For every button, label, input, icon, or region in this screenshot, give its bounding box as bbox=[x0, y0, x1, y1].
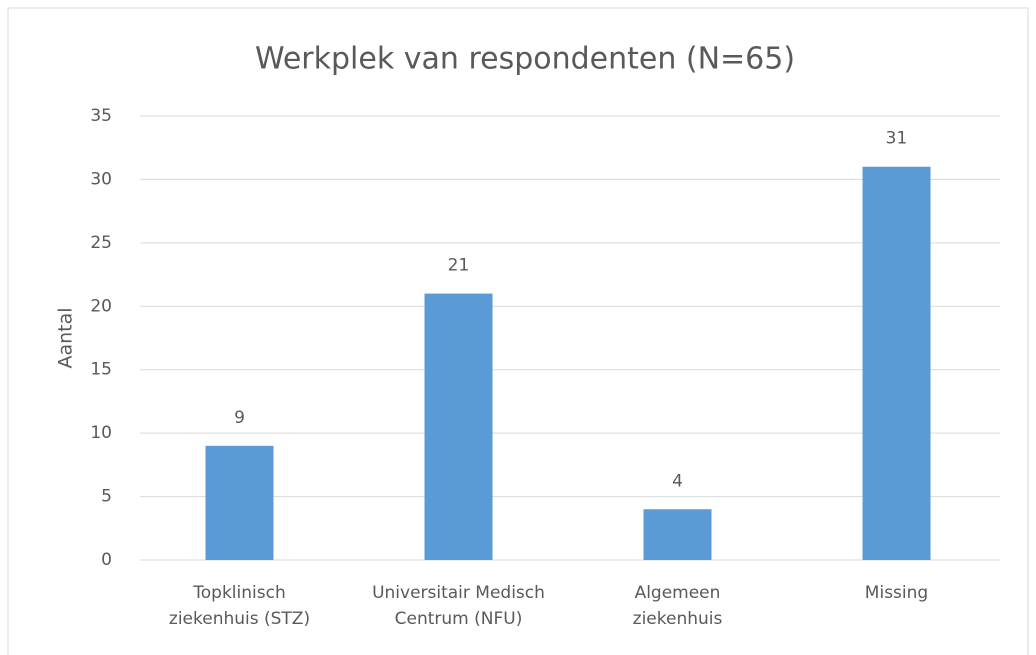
data-label: 21 bbox=[448, 256, 470, 276]
y-tick-label: 35 bbox=[90, 106, 112, 126]
y-tick-label: 20 bbox=[90, 296, 112, 316]
bar bbox=[862, 166, 931, 560]
y-axis-label: Aantal bbox=[55, 307, 77, 368]
chart-title: Werkplek van respondenten (N=65) bbox=[255, 42, 795, 77]
y-tick-label: 10 bbox=[90, 423, 112, 443]
y-tick-label: 25 bbox=[90, 233, 112, 253]
data-label: 31 bbox=[886, 129, 908, 149]
y-tick-label: 30 bbox=[90, 169, 112, 189]
bar bbox=[205, 445, 274, 560]
bar bbox=[643, 509, 712, 560]
data-label: 9 bbox=[234, 408, 245, 428]
x-tick-label: Missing bbox=[864, 583, 929, 603]
y-tick-label: 15 bbox=[90, 360, 112, 380]
y-tick-label: 5 bbox=[101, 487, 112, 507]
bar bbox=[424, 293, 493, 560]
x-tick-label: Universitair Medisch Centrum (NFU) bbox=[372, 583, 545, 629]
y-tick-label: 0 bbox=[101, 550, 112, 570]
x-tick-label: Algemeen ziekenhuis bbox=[632, 583, 723, 629]
x-tick-label: Topklinisch ziekenhuis (STZ) bbox=[168, 583, 311, 629]
data-label: 4 bbox=[672, 471, 683, 491]
